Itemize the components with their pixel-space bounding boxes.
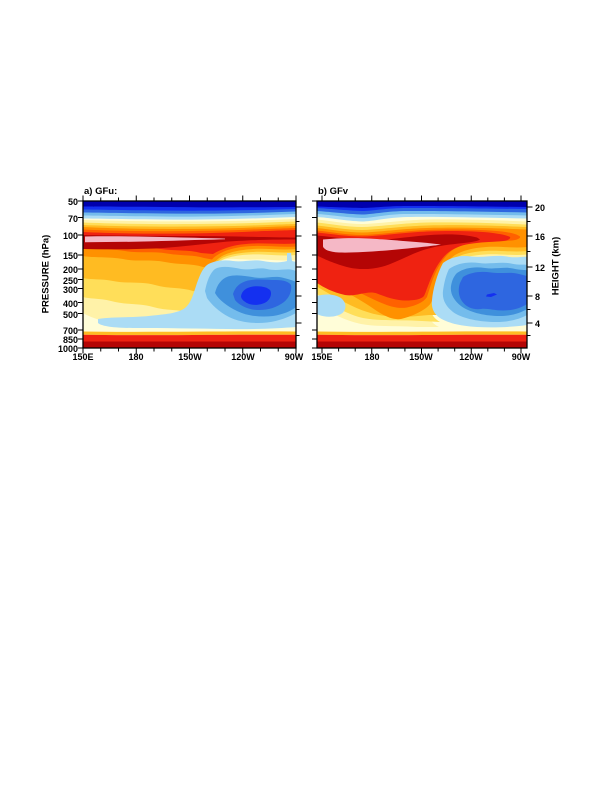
lon-tick-label: 120W xyxy=(459,352,483,362)
lon-tick-label: 150E xyxy=(72,352,94,362)
height-tick-label: 4 xyxy=(535,319,541,329)
contour-plot-b xyxy=(312,195,533,354)
height-axis-title: HEIGHT (km) xyxy=(550,236,562,296)
lon-tick-label: 150W xyxy=(178,352,202,362)
pressure-tick-label: 700 xyxy=(62,326,78,336)
pressure-axis-title: PRESSURE (hPa) xyxy=(40,234,52,314)
pressure-tick-label: 150 xyxy=(62,251,78,261)
pressure-tick-label: 1000 xyxy=(57,344,78,354)
pressure-tick-label: 500 xyxy=(62,310,78,320)
pressure-tick-label: 250 xyxy=(62,276,78,286)
lon-tick-label: 90W xyxy=(511,352,531,362)
height-tick-label: 8 xyxy=(535,292,541,302)
lon-tick-label: 180 xyxy=(128,352,144,362)
lon-tick-label: 150E xyxy=(311,352,333,362)
lon-tick-label: 180 xyxy=(364,352,380,362)
lon-tick-label: 90W xyxy=(284,352,304,362)
lon-tick-label: 150W xyxy=(409,352,433,362)
height-tick-label: 12 xyxy=(535,263,546,273)
panel-b-title: b) GFv xyxy=(318,186,349,197)
contour-plot-a xyxy=(78,195,302,354)
pressure-tick-label: 100 xyxy=(62,231,78,241)
height-tick-label: 20 xyxy=(535,203,546,213)
height-tick-label: 16 xyxy=(535,232,546,242)
pressure-tick-label: 200 xyxy=(62,265,78,275)
panel-a-title: a) GFu: xyxy=(84,186,118,197)
pressure-tick-label: 300 xyxy=(62,285,78,295)
pressure-tick-label: 850 xyxy=(62,335,78,345)
lon-tick-label: 120W xyxy=(231,352,255,362)
pressure-tick-label: 50 xyxy=(67,197,78,207)
pressure-tick-label: 400 xyxy=(62,299,78,309)
pressure-tick-label: 70 xyxy=(67,214,78,224)
